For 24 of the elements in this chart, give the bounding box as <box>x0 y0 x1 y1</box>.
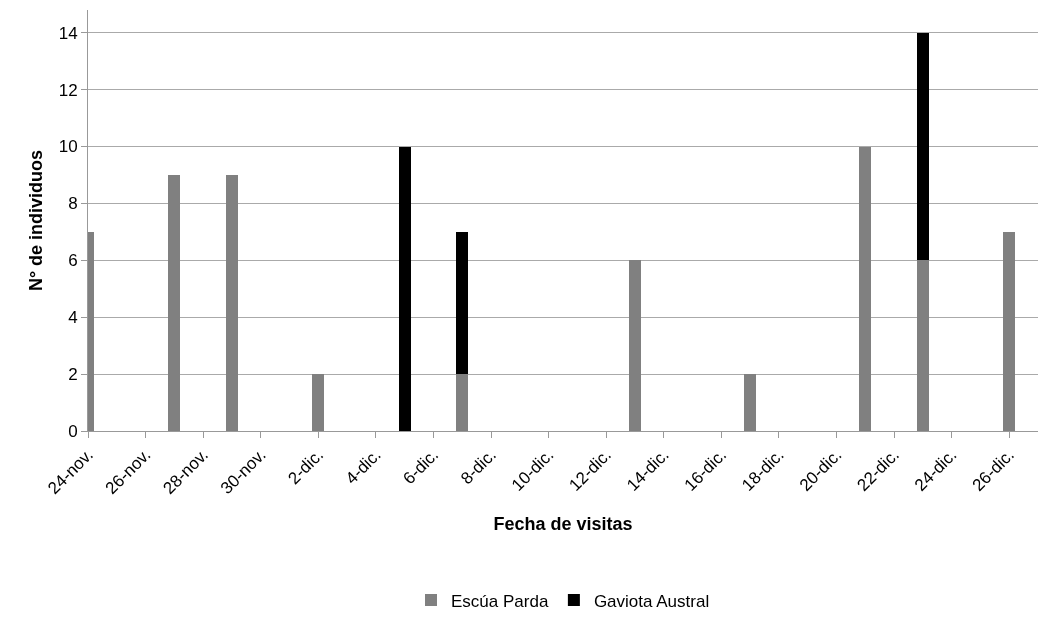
bar <box>456 374 469 431</box>
bar <box>398 146 411 431</box>
y-tick-label: 14 <box>58 23 78 43</box>
y-tick-label: 8 <box>68 194 78 214</box>
bar <box>859 146 872 431</box>
legend-label: Gaviota Austral <box>593 591 710 611</box>
x-axis-title: Fecha de visitas <box>493 514 633 535</box>
y-tick-label: 0 <box>68 421 78 441</box>
y-tick-label: 6 <box>68 251 78 271</box>
y-tick-label: 12 <box>58 80 78 100</box>
bar <box>168 174 181 431</box>
y-axis-title: N° de individuos <box>26 149 46 292</box>
bar <box>916 260 929 431</box>
bar <box>744 374 757 431</box>
y-tick-label: 4 <box>68 308 78 328</box>
y-tick-label: 2 <box>68 365 78 385</box>
bar <box>225 174 238 431</box>
bar <box>456 231 469 375</box>
bar <box>628 260 642 431</box>
legend-label: Escúa Parda <box>451 591 549 611</box>
y-tick-label: 10 <box>58 137 78 157</box>
bar <box>312 374 325 431</box>
bar <box>916 32 929 261</box>
bar <box>1003 231 1016 431</box>
